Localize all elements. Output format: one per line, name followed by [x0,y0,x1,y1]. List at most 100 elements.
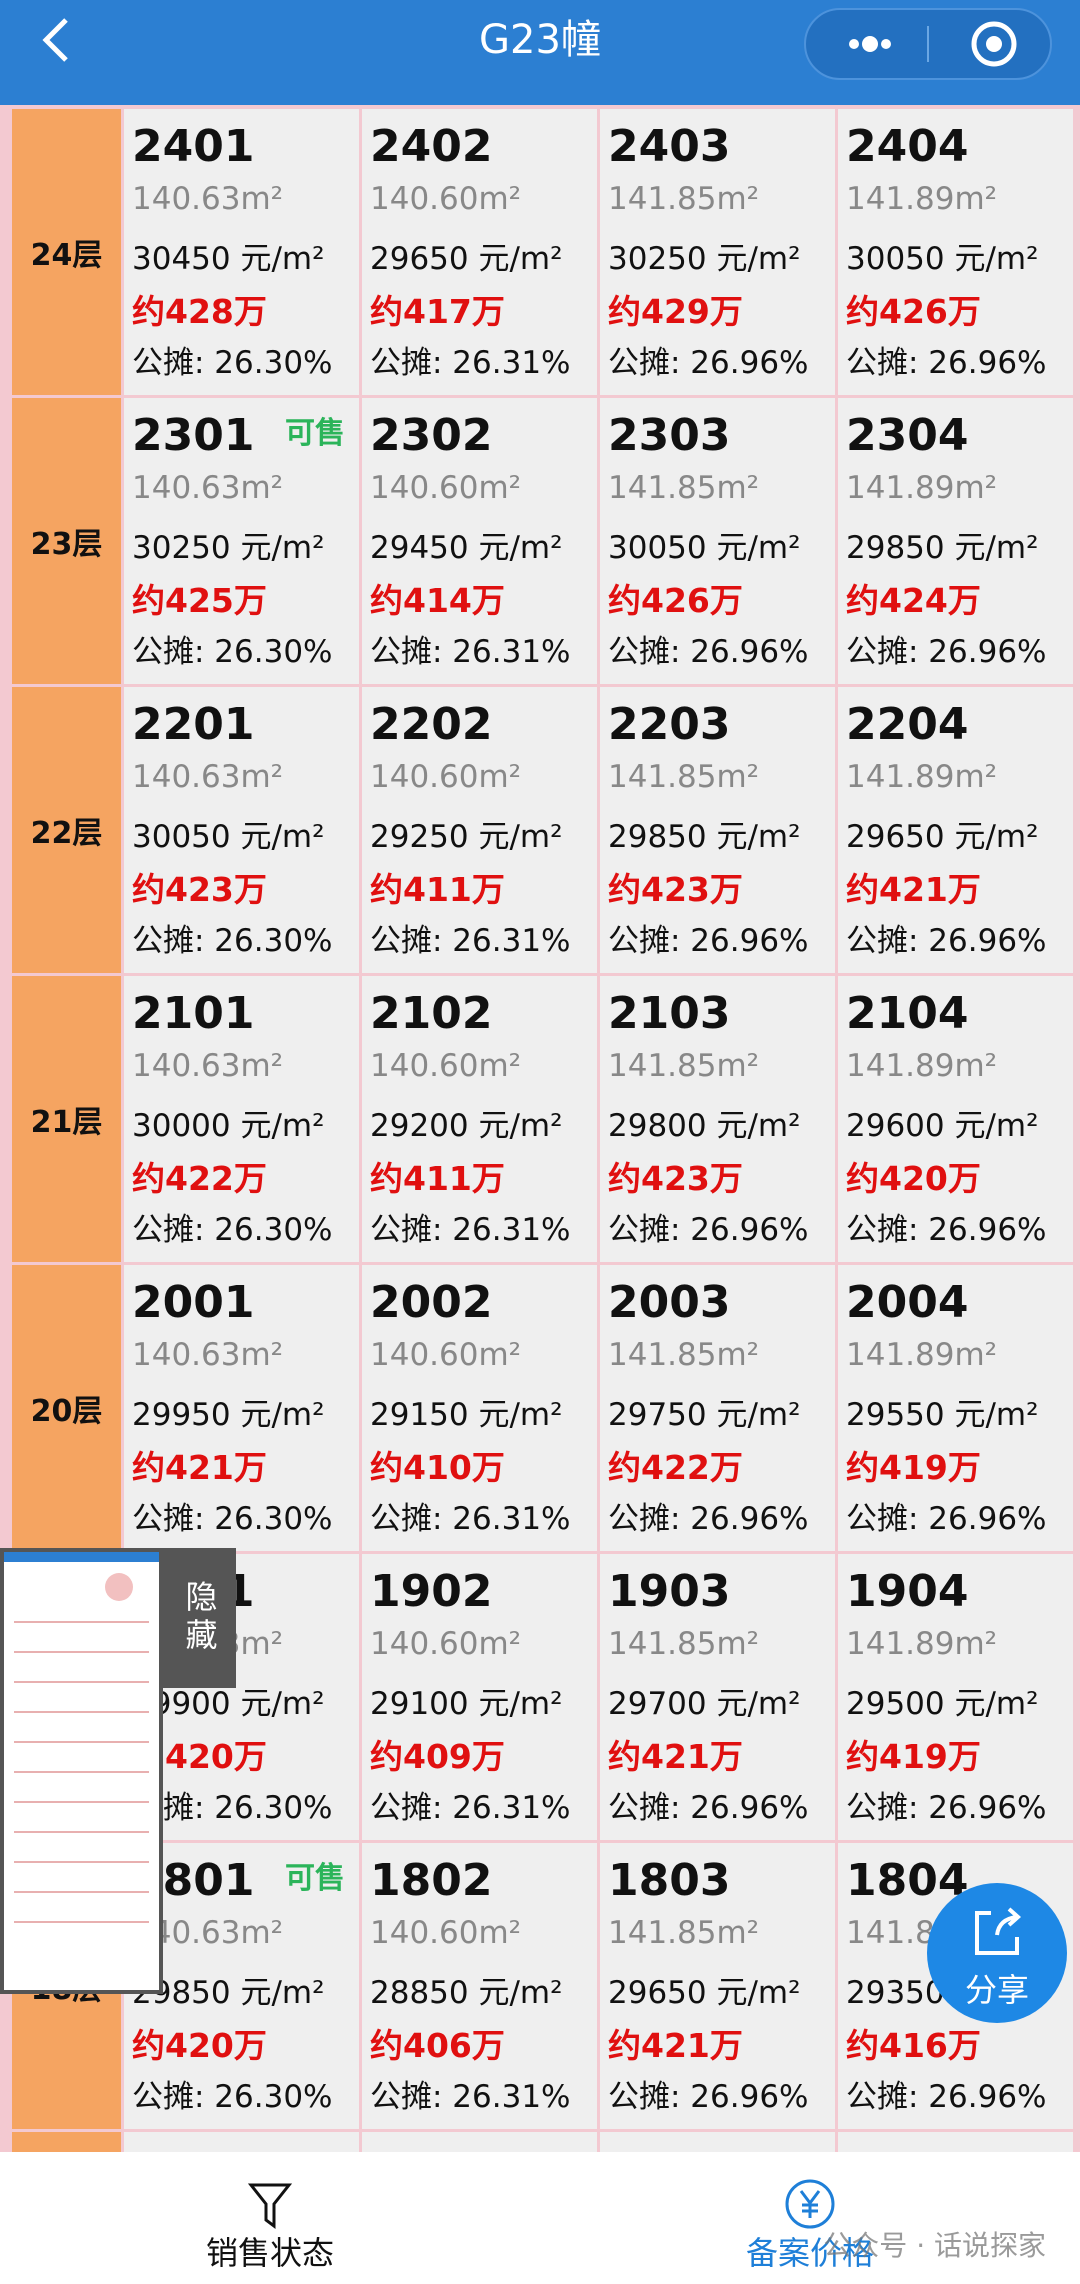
thumbnail[interactable] [0,1548,163,1994]
unit-cell[interactable]: 1903 141.85m² 29700 元/m² 约421万 公摊: 26.96% [600,1554,835,1840]
unit-number: 2003 [608,1277,731,1328]
unit-total: 约423万 [132,870,267,909]
unit-number: 1803 [608,1855,731,1906]
unit-total: 约421万 [846,870,981,909]
unit-cell[interactable]: 2203 141.85m² 29850 元/m² 约423万 公摊: 26.96% [600,687,835,973]
floor-label: 24层 [12,109,121,395]
unit-cell[interactable]: 2003 141.85m² 29750 元/m² 约422万 公摊: 26.96% [600,1265,835,1551]
unit-area: 140.60m² [370,1626,522,1662]
unit-price: 29900 元/m² [132,1686,325,1722]
unit-cell[interactable]: 2201 140.63m² 30050 元/m² 约423万 公摊: 26.30% [124,687,359,973]
unit-cell[interactable]: 2202 140.60m² 29250 元/m² 约411万 公摊: 26.31% [362,687,597,973]
unit-total: 约425万 [132,581,267,620]
yen-icon [785,2179,835,2229]
title: G23幢 [479,17,601,63]
unit-cell[interactable]: 2002 140.60m² 29150 元/m² 约410万 公摊: 26.31% [362,1265,597,1551]
unit-area: 141.85m² [608,1626,760,1662]
unit-area: 141.89m² [846,1626,998,1662]
unit-cell[interactable]: 2004 141.89m² 29550 元/m² 约419万 公摊: 26.96% [838,1265,1073,1551]
unit-number: 2203 [608,699,731,750]
unit-number: 2204 [846,699,969,750]
unit-number: 2404 [846,121,969,172]
unit-price: 29150 元/m² [370,1397,563,1433]
unit-cell[interactable]: 2101 140.63m² 30000 元/m² 约422万 公摊: 26.30% [124,976,359,1262]
unit-price: 29600 元/m² [846,1108,1039,1144]
unit-area: 141.85m² [608,1915,760,1951]
floor-label: 20层 [12,1265,121,1551]
watermark: 公众号 · 话说探家 [823,2229,1046,2262]
unit-cell[interactable]: 2104 141.89m² 29600 元/m² 约420万 公摊: 26.96% [838,976,1073,1262]
unit-cell[interactable]: 1803 141.85m² 29650 元/m² 约421万 公摊: 26.96% [600,1843,835,2129]
unit-number: 2002 [370,1277,493,1328]
unit-total: 约424万 [846,581,981,620]
unit-total: 约410万 [370,1448,505,1487]
unit-cell[interactable]: 2401 140.63m² 30450 元/m² 约428万 公摊: 26.30% [124,109,359,395]
nav-filing-price[interactable]: 备案价格 [745,2234,874,2272]
nav-sales-status[interactable]: 销售状态 [205,2234,334,2272]
unit-price: 29100 元/m² [370,1686,563,1722]
unit-cell[interactable]: 2402 140.60m² 29650 元/m² 约417万 公摊: 26.31% [362,109,597,395]
unit-total: 约419万 [846,1448,981,1487]
unit-cell[interactable]: 1902 140.60m² 29100 元/m² 约409万 公摊: 26.31% [362,1554,597,1840]
unit-price: 29500 元/m² [846,1686,1039,1722]
unit-cell[interactable]: 2103 141.85m² 29800 元/m² 约423万 公摊: 26.96% [600,976,835,1262]
unit-cell[interactable]: 1801 可售 140.63m² 29850 元/m² 约420万 公摊: 26.30% [124,1843,359,2129]
unit-share: 公摊: 26.31% [370,1212,571,1248]
unit-price: 29950 元/m² [132,1397,325,1433]
unit-total: 约411万 [370,870,505,909]
unit-area: 141.89m² [846,181,998,217]
unit-price: 29850 元/m² [608,819,801,855]
unit-share: 公摊: 26.30% [132,1212,333,1248]
unit-cell[interactable]: 2204 141.89m² 29650 元/m² 约421万 公摊: 26.96% [838,687,1073,973]
unit-share: 公摊: 26.31% [370,1501,571,1537]
unit-cell[interactable]: 2302 140.60m² 29450 元/m² 约414万 公摊: 26.31% [362,398,597,684]
unit-price: 30450 元/m² [132,241,325,277]
unit-number: 2202 [370,699,493,750]
unit-area: 140.60m² [370,759,522,795]
unit-area: 140.63m² [132,759,284,795]
header: G23幢 [0,0,1080,105]
unit-area: 141.89m² [846,1048,998,1084]
unit-status: 可售 [285,416,345,451]
unit-cell[interactable]: 2403 141.85m² 30250 元/m² 约429万 公摊: 26.96% [600,109,835,395]
unit-area: 140.63m² [132,470,284,506]
unit-area: 141.85m² [608,759,760,795]
unit-number: 2103 [608,988,731,1039]
share-button[interactable]: 分享 [927,1883,1067,2023]
unit-total: 约426万 [846,292,981,331]
unit-cell[interactable]: 1802 140.60m² 28850 元/m² 约406万 公摊: 26.31% [362,1843,597,2129]
unit-number: 1902 [370,1566,493,1617]
hide-button[interactable]: 隐藏 [163,1548,236,1688]
unit-share: 公摊: 26.96% [608,345,809,381]
unit-total: 约421万 [608,1737,743,1776]
unit-cell[interactable]: 2102 140.60m² 29200 元/m² 约411万 公摊: 26.31% [362,976,597,1262]
unit-share: 公摊: 26.30% [132,345,333,381]
unit-share: 公摊: 26.96% [846,923,1047,959]
unit-area: 140.63m² [132,181,284,217]
unit-cell[interactable]: 1904 141.89m² 29500 元/m² 约419万 公摊: 26.96% [838,1554,1073,1840]
unit-total: 约426万 [608,581,743,620]
unit-number: 2104 [846,988,969,1039]
unit-cell[interactable]: 2001 140.63m² 29950 元/m² 约421万 公摊: 26.30% [124,1265,359,1551]
capsule-icons[interactable] [806,10,1050,78]
unit-share: 公摊: 26.31% [370,1790,571,1826]
unit-number: 2102 [370,988,493,1039]
back-button[interactable] [36,16,76,64]
unit-price: 29450 元/m² [370,530,563,566]
unit-price: 30250 元/m² [132,530,325,566]
unit-share: 公摊: 26.96% [846,1212,1047,1248]
unit-cell[interactable]: 2301 可售 140.63m² 30250 元/m² 约425万 公摊: 26.30% [124,398,359,684]
unit-cell[interactable]: 2304 141.89m² 29850 元/m² 约424万 公摊: 26.96% [838,398,1073,684]
unit-area: 140.63m² [132,1337,284,1373]
unit-total: 约406万 [370,2026,505,2065]
unit-price: 29700 元/m² [608,1686,801,1722]
unit-status: 可售 [285,1861,345,1896]
unit-share: 公摊: 26.96% [608,923,809,959]
unit-cell[interactable]: 2404 141.89m² 30050 元/m² 约426万 公摊: 26.96% [838,109,1073,395]
unit-number: 1904 [846,1566,969,1617]
unit-share: 公摊: 26.96% [608,1212,809,1248]
unit-cell[interactable]: 2303 141.85m² 30050 元/m² 约426万 公摊: 26.96% [600,398,835,684]
floor-label: 23层 [12,398,121,684]
unit-number: 2301 [132,410,255,461]
